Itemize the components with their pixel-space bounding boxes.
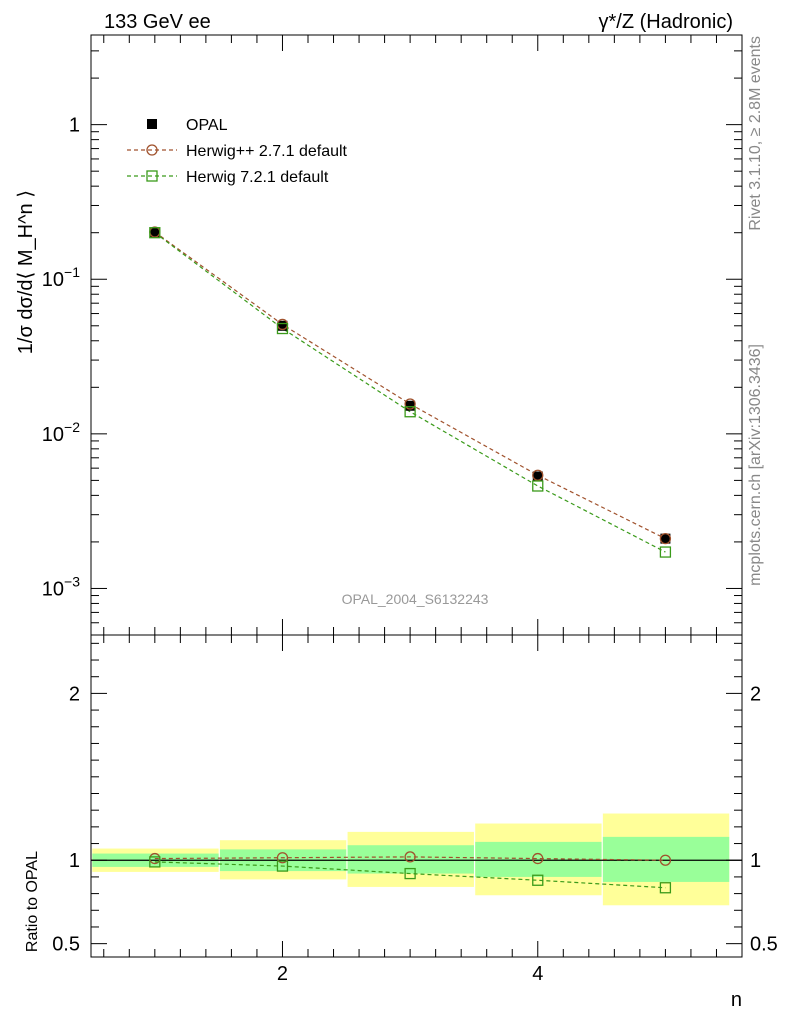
ratio-ylabel: Ratio to OPAL [24, 851, 41, 952]
main-series [149, 226, 672, 558]
data-point [532, 469, 544, 481]
data-point [404, 398, 416, 410]
ratio-ticks: 0.5 0.5 1 1 2 2 2 4 [52, 635, 778, 985]
rivet-label: Rivet 3.1.10, ≥ 2.8M events [747, 36, 764, 231]
data-point [149, 227, 161, 239]
data-point [404, 406, 416, 418]
data-point [276, 860, 289, 872]
x-tick-label: 4 [532, 963, 543, 985]
uncertainty-band-inner [475, 841, 602, 877]
main-ylabel: 1/σ dσ/d⟨ M_H^n ⟩ [15, 190, 37, 354]
series-line [154, 231, 666, 540]
data-point [146, 144, 158, 156]
data-point [659, 532, 672, 545]
uncertainty-band-inner [347, 845, 474, 874]
y-tick-label: 10−2 [42, 419, 80, 446]
x-axis-label: n [731, 989, 742, 1011]
y-tick-label-right: 2 [750, 683, 761, 705]
data-point [146, 170, 158, 182]
y-tick-label: 2 [69, 683, 80, 705]
ratio-series-line [154, 856, 666, 861]
y-tick-label: 10−3 [42, 573, 80, 600]
legend-label: Herwig 7.2.1 default [186, 169, 329, 186]
y-tick-label: 10−1 [42, 264, 80, 291]
legend-label: Herwig++ 2.7.1 default [186, 143, 348, 160]
data-point [659, 882, 672, 894]
main-ticks: 10−3 10−2 10−1 1 [42, 35, 743, 636]
y-tick-label: 1 [69, 115, 80, 137]
data-point [276, 322, 289, 335]
watermark: OPAL_2004_S6132243 [342, 591, 489, 607]
ratio-series [149, 851, 672, 894]
y-tick-label: 0.5 [52, 934, 80, 956]
data-point [660, 533, 671, 544]
data-point [532, 874, 544, 886]
data-point [277, 320, 288, 331]
data-point [404, 867, 416, 880]
data-point [147, 119, 157, 129]
ratio-series-line [154, 861, 666, 889]
data-point [532, 852, 544, 865]
uncertainty-band-inner [602, 836, 730, 882]
series-line [154, 232, 666, 553]
legend: OPAL Herwig++ 2.7.1 default Herwig 7.2.1 d… [127, 117, 348, 186]
y-tick-label-right: 0.5 [750, 934, 778, 956]
mcplots-label: mcplots.cern.ch [arXiv:1306.3436] [747, 344, 764, 586]
data-point [659, 546, 672, 558]
legend-label: OPAL [186, 117, 228, 134]
header-right: γ*/Z (Hadronic) [599, 11, 733, 33]
x-tick-label: 2 [277, 963, 288, 985]
header-left: 133 GeV ee [104, 11, 211, 33]
main-panel: 10−3 10−2 10−1 1 OPAL_2004_S6132243 1/σ dσ/… [15, 34, 743, 636]
data-point [149, 227, 160, 238]
data-point [405, 400, 416, 411]
ratio-panel: 0.5 0.5 1 1 2 2 2 4 Ratio to OPAL n [24, 634, 778, 1011]
y-tick-label: 1 [69, 850, 80, 872]
data-point [532, 471, 543, 482]
data-point [659, 854, 672, 866]
data-point [532, 480, 544, 492]
ratio-frame [90, 634, 743, 958]
data-point [149, 856, 161, 868]
data-point [404, 851, 416, 863]
data-point [276, 852, 289, 864]
y-tick-label-right: 1 [750, 850, 761, 872]
